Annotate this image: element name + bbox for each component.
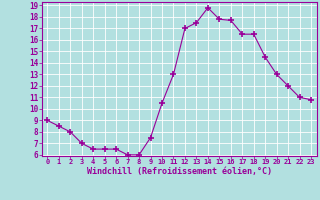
X-axis label: Windchill (Refroidissement éolien,°C): Windchill (Refroidissement éolien,°C) xyxy=(87,167,272,176)
